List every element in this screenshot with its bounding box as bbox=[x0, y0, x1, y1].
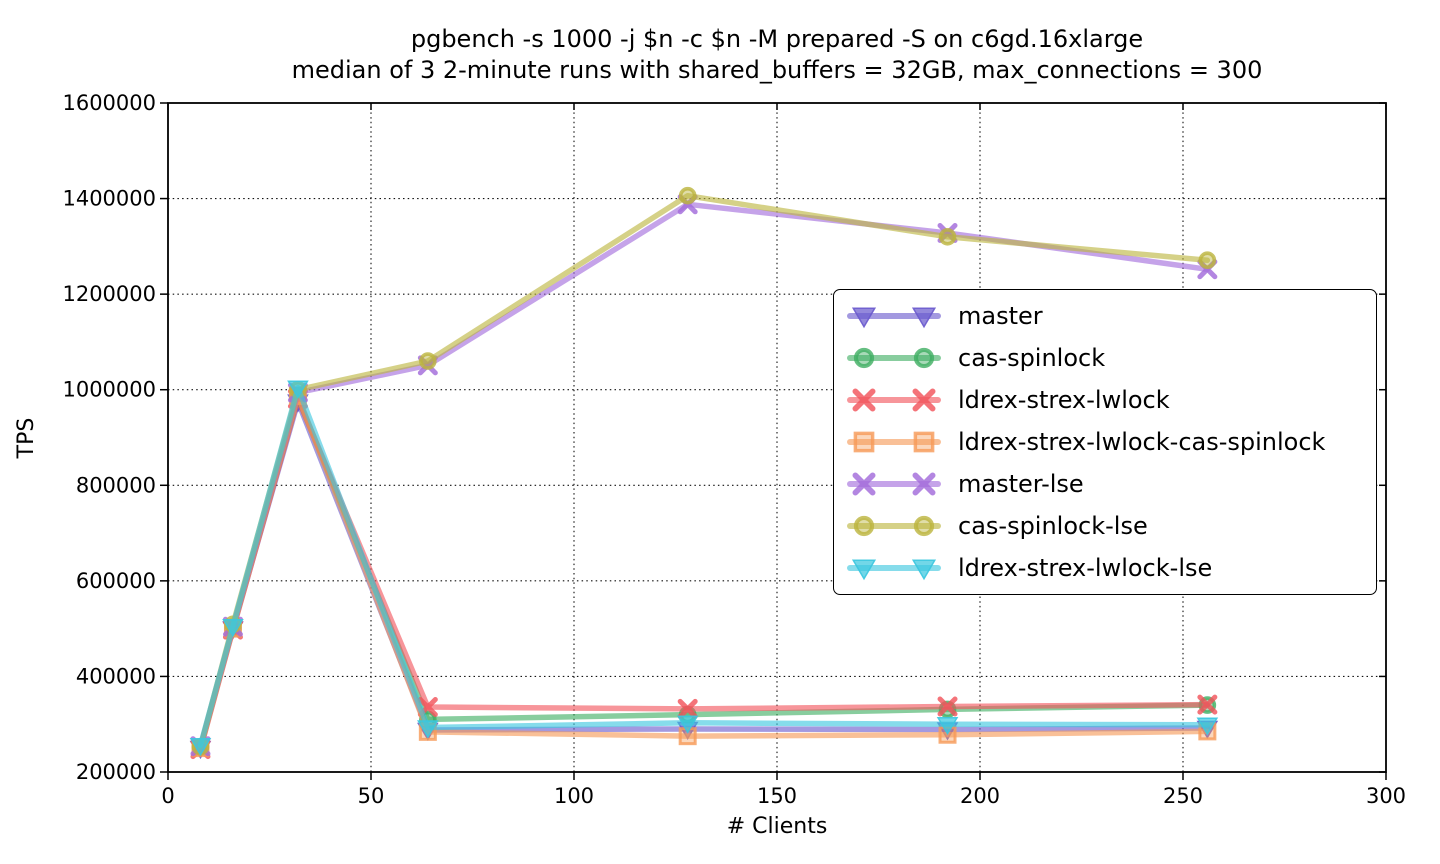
legend-marker-triangle-down bbox=[847, 559, 941, 581]
svg-text:0: 0 bbox=[161, 784, 174, 808]
svg-text:300: 300 bbox=[1366, 784, 1406, 808]
legend-item-label: ldrex-strex-lwlock-cas-spinlock bbox=[958, 428, 1326, 456]
legend-item-master: master bbox=[846, 295, 1372, 336]
x-axis-label: # Clients bbox=[727, 814, 828, 839]
svg-text:600000: 600000 bbox=[76, 569, 156, 593]
legend-marker-triangle-down bbox=[847, 307, 941, 328]
svg-text:400000: 400000 bbox=[76, 664, 156, 688]
legend-marker-circle bbox=[847, 347, 941, 368]
svg-text:1200000: 1200000 bbox=[62, 282, 156, 306]
chart-title-line2: median of 3 2-minute runs with shared_bu… bbox=[291, 56, 1263, 84]
x-axis-ticks: 0 50 100 150 200 250 300 bbox=[161, 103, 1406, 808]
legend-item-ldrex-strex-lwlock-lse: ldrex-strex-lwlock-lse bbox=[846, 548, 1372, 589]
svg-text:200000: 200000 bbox=[76, 760, 156, 784]
y-axis-label: TPS bbox=[14, 418, 39, 460]
plot-render-layer: 0 50 100 150 200 250 300 200000 400000 600000 8000… bbox=[62, 91, 1406, 808]
svg-text:200: 200 bbox=[960, 784, 1000, 808]
series-ldrex-strex-lwlock-lse bbox=[189, 380, 1219, 757]
legend-marker-x bbox=[847, 388, 941, 412]
chart-title: pgbench -s 1000 -j $n -c $n -M prepared … bbox=[168, 24, 1386, 86]
legend-marker-x bbox=[847, 472, 941, 496]
legend-marker-square bbox=[847, 431, 941, 453]
svg-text:800000: 800000 bbox=[76, 473, 156, 497]
legend-item-label: ldrex-strex-lwlock-lse bbox=[958, 554, 1213, 583]
legend-marker-circle bbox=[847, 516, 941, 537]
legend-item-label: ldrex-strex-lwlock bbox=[958, 385, 1170, 414]
svg-text:100: 100 bbox=[554, 784, 594, 808]
legend-item-label: master-lse bbox=[958, 470, 1084, 499]
svg-text:150: 150 bbox=[757, 784, 797, 808]
svg-text:250: 250 bbox=[1163, 784, 1203, 808]
legend-item-cas-spinlock: cas-spinlock bbox=[846, 337, 1372, 378]
legend-item-label: master bbox=[958, 301, 1043, 330]
legend-item-master-lse: master-lse bbox=[846, 464, 1372, 505]
legend-item-cas-spinlock-lse: cas-spinlock-lse bbox=[846, 506, 1372, 547]
svg-text:1400000: 1400000 bbox=[62, 187, 156, 211]
chart-title-line1: pgbench -s 1000 -j $n -c $n -M prepared … bbox=[410, 25, 1144, 53]
svg-text:50: 50 bbox=[358, 784, 385, 808]
legend-item-ldrex-strex-lwlock-cas-spinlock: ldrex-strex-lwlock-cas-spinlock bbox=[846, 422, 1372, 463]
legend-item-label: cas-spinlock-lse bbox=[958, 512, 1148, 541]
svg-text:1000000: 1000000 bbox=[62, 378, 156, 402]
svg-text:1600000: 1600000 bbox=[62, 91, 156, 115]
y-axis-ticks: 200000 400000 600000 800000 1000000 1200000 14… bbox=[62, 91, 1386, 784]
legend: master cas-spinlock ldrex-strex-lwlock ldre… bbox=[833, 289, 1377, 595]
legend-item-ldrex-strex-lwlock: ldrex-strex-lwlock bbox=[846, 379, 1372, 420]
legend-item-label: cas-spinlock bbox=[958, 343, 1106, 372]
